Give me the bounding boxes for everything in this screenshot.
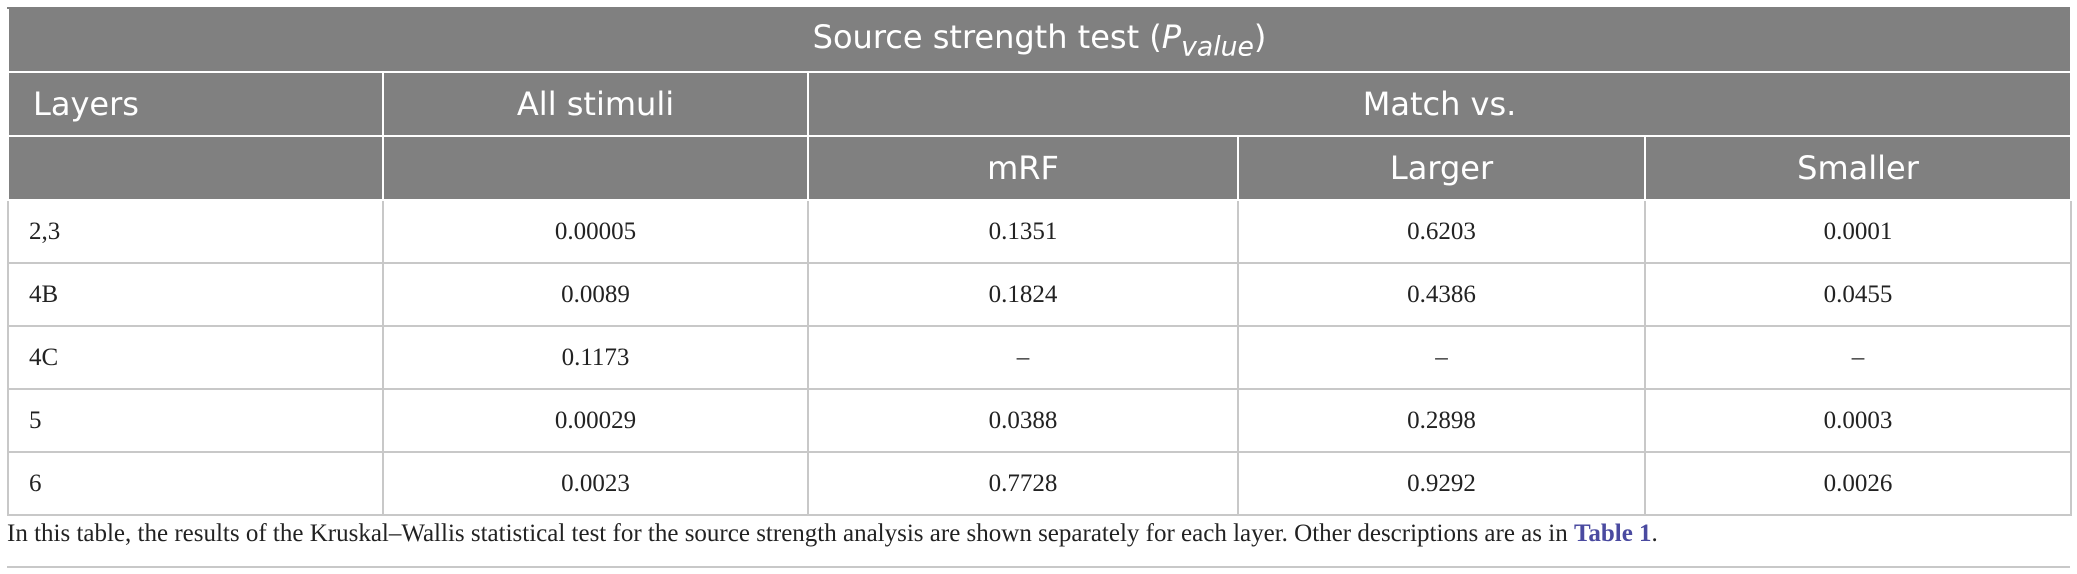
value-cell: 0.0388: [807, 388, 1239, 453]
value-cell: 0.0001: [1643, 199, 2073, 264]
title-close: ): [1253, 17, 1267, 56]
header-cell: Layers: [7, 71, 384, 137]
layer-cell: 4C: [7, 325, 384, 390]
header-cell: Larger: [1237, 135, 1646, 201]
title-subscript: value: [1181, 31, 1254, 63]
header-cell: [382, 135, 809, 201]
value-cell: 0.0003: [1643, 388, 2073, 453]
value-cell: 0.9292: [1237, 451, 1646, 516]
header-cell: Match vs.: [806, 71, 2073, 137]
table-row: 6 0.0023 0.7728 0.9292 0.0026: [7, 451, 2073, 516]
header-cell: Smaller: [1643, 135, 2073, 201]
title-symbol: P: [1161, 17, 1182, 56]
value-cell: 0.2898: [1237, 388, 1646, 453]
value-cell: 0.1351: [807, 199, 1239, 264]
value-cell: 0.0023: [382, 451, 809, 516]
value-cell: 0.7728: [807, 451, 1239, 516]
footnote-text: In this table, the results of the Kruska…: [7, 520, 1574, 547]
table-row: 4B 0.0089 0.1824 0.4386 0.0455: [7, 262, 2073, 327]
table-row: 4C 0.1173– – –: [7, 325, 2073, 390]
table-link[interactable]: Table 1: [1573, 520, 1652, 547]
layer-cell: 6: [7, 451, 384, 516]
layer-cell: 2,3: [7, 199, 384, 264]
header-cell: [7, 135, 384, 201]
header-cell: mRF: [807, 135, 1239, 201]
header-cell: All stimuli: [382, 71, 809, 137]
table-title: Source strength test (Pvalue): [6, 7, 2073, 73]
data-table: Source strength test (Pvalue) Layers All …: [6, 7, 2073, 516]
value-cell: 0.1173: [382, 325, 809, 390]
title-text: Source strength test (: [812, 17, 1162, 56]
value-cell: 0.0455: [1643, 262, 2073, 327]
value-cell: 0.4386: [1237, 262, 1646, 327]
value-cell: 0.1824: [807, 262, 1239, 327]
footnote: In this table, the results of the Kruska…: [7, 520, 1658, 548]
table-row: 2,3 0.00005 0.1351 0.6203 0.0001: [7, 199, 2073, 264]
value-cell: 0.0089: [382, 262, 809, 327]
value-cell: 0.00029: [382, 388, 809, 453]
value-cell: 0.00005: [382, 199, 809, 264]
bottom-rule: [7, 566, 2070, 568]
table-body: 2,3 0.00005 0.1351 0.6203 0.0001 4B 0.0089 0.18…: [7, 199, 2073, 516]
value-cell: –: [1237, 325, 1646, 390]
footnote-end: .: [1651, 520, 1658, 547]
value-cell: 0.0026: [1643, 451, 2073, 516]
value-cell: –: [807, 325, 1239, 390]
value-cell: –: [1643, 325, 2073, 390]
value-cell: 0.6203: [1237, 199, 1646, 264]
table-row: 5 0.00029 0.0388 0.2898 0.0003: [7, 388, 2073, 453]
layer-cell: 5: [7, 388, 384, 453]
layer-cell: 4B: [7, 262, 384, 327]
